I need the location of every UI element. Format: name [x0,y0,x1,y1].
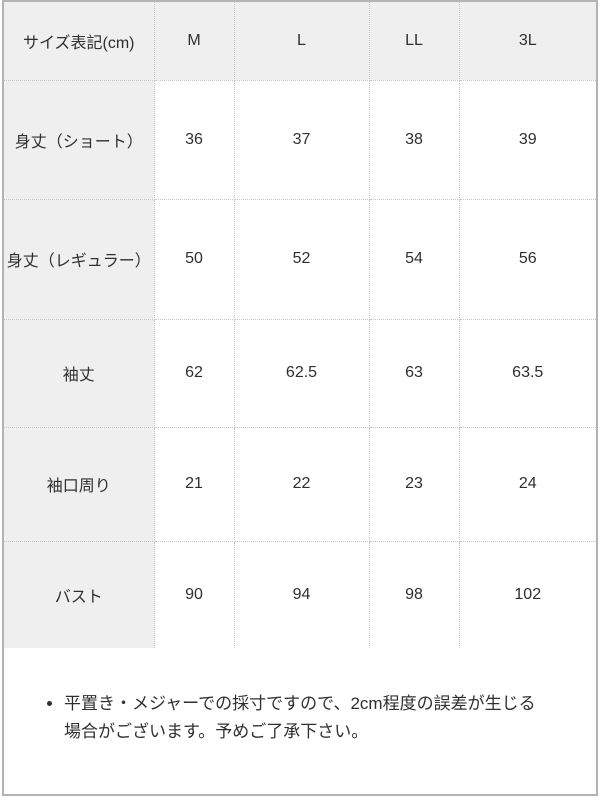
size-header-3l: 3L [458,2,596,81]
size-cell: 38 [368,79,460,200]
size-table-header-row: サイズ表記(cm) M L LL 3L [4,2,596,81]
note-text: 平置き・メジャーでの採寸ですので、2cm程度の誤差が生じる場合がございます。予め… [64,690,544,746]
measurement-note-area: 平置き・メジャーでの採寸ですので、2cm程度の誤差が生じる場合がございます。予め… [4,648,596,794]
row-label: 袖丈 [4,318,155,428]
size-header-m: M [153,2,235,81]
size-cell: 50 [153,198,235,320]
table-row: バスト 90 94 98 102 [4,540,596,649]
size-cell: 94 [233,540,370,649]
size-table: サイズ表記(cm) M L LL 3L 身丈（ショート） 36 37 38 39… [4,2,596,649]
size-cell: 62.5 [233,318,370,428]
size-cell: 37 [233,79,370,200]
size-cell: 36 [153,79,235,200]
size-cell: 52 [233,198,370,320]
size-cell: 23 [368,426,460,542]
size-cell: 63.5 [458,318,596,428]
corner-header-cell: サイズ表記(cm) [4,2,155,81]
table-row: 袖口周り 21 22 23 24 [4,426,596,542]
size-cell: 102 [458,540,596,649]
size-header-ll: LL [368,2,460,81]
note-list: 平置き・メジャーでの採寸ですので、2cm程度の誤差が生じる場合がございます。予め… [44,690,571,746]
size-header-l: L [233,2,370,81]
size-cell: 39 [458,79,596,200]
size-cell: 56 [458,198,596,320]
size-cell: 21 [153,426,235,542]
table-row: 身丈（ショート） 36 37 38 39 [4,79,596,200]
size-cell: 24 [458,426,596,542]
size-cell: 90 [153,540,235,649]
table-row: 袖丈 62 62.5 63 63.5 [4,318,596,428]
size-cell: 98 [368,540,460,649]
table-row: 身丈（レギュラー） 50 52 54 56 [4,198,596,320]
row-label: 身丈（レギュラー） [4,198,155,320]
row-label: バスト [4,540,155,649]
row-label: 袖口周り [4,426,155,542]
size-cell: 22 [233,426,370,542]
size-cell: 63 [368,318,460,428]
size-cell: 62 [153,318,235,428]
row-label: 身丈（ショート） [4,79,155,200]
size-cell: 54 [368,198,460,320]
